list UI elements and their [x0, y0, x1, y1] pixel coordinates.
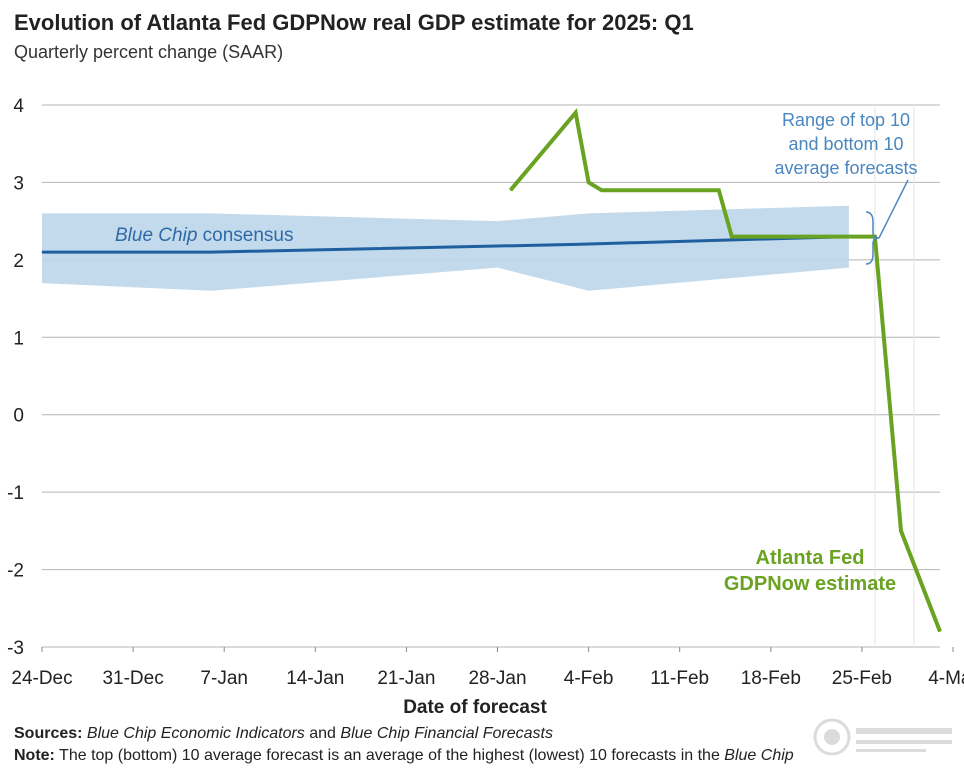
sources-and: and [304, 725, 341, 742]
y-tick-label: 0 [13, 406, 24, 427]
sources-line: Sources: Blue Chip Economic Indicators a… [14, 723, 794, 745]
sources-title-2: Blue Chip Financial Forecasts [340, 725, 553, 742]
data-point [588, 181, 590, 183]
y-tick-label: -1 [7, 483, 24, 504]
note-label: Note: [14, 747, 55, 764]
sources-label: Sources: [14, 725, 83, 742]
data-point [575, 243, 577, 245]
data-point [900, 530, 902, 532]
sources-title-1: Blue Chip Economic Indicators [86, 725, 305, 742]
x-tick-label: 21-Jan [377, 668, 435, 689]
note-line: Note: The top (bottom) 10 average foreca… [14, 745, 794, 767]
consensus-series-label: Blue Chip consensus [115, 225, 294, 246]
x-tick-label: 31-Dec [102, 668, 163, 689]
data-point [601, 189, 603, 191]
data-point [575, 112, 577, 114]
band-label-line-2: and bottom 10 [788, 134, 903, 154]
y-tick-label: 3 [13, 173, 24, 194]
band-label-line-3: average forecasts [774, 158, 917, 178]
data-point [210, 251, 212, 253]
gdpnow-chart: Evolution of Atlanta Fed GDPNow real GDP… [7, 10, 964, 718]
gdpnow-label-line-2: GDPNow estimate [724, 573, 896, 595]
x-tick-label: 18-Feb [741, 668, 801, 689]
watermark-logo [813, 718, 952, 756]
gdpnow-estimate-line [508, 108, 942, 633]
note-italic: Blue Chip [724, 747, 794, 764]
x-tick-label: 28-Jan [468, 668, 526, 689]
x-tick-label: 14-Jan [286, 668, 344, 689]
data-point [41, 251, 43, 253]
chart-title: Evolution of Atlanta Fed GDPNow real GDP… [14, 10, 694, 35]
series-layer [41, 108, 942, 633]
data-point [939, 631, 941, 632]
axis-layer: 4 3 2 1 0 -1 -2 -3 24-Dec 31-Dec 7-Jan 14-Jan 21-Jan… [7, 96, 964, 689]
band-label-line-1: Range of top 10 [782, 110, 910, 130]
y-tick-label: -2 [7, 561, 24, 582]
x-tick-label: 7-Jan [200, 668, 248, 689]
annotation-layer: Blue Chip consensus Range of top 10 and … [115, 110, 918, 595]
x-tick-label: 11-Feb [650, 668, 709, 689]
consensus-label-italic: Blue Chip [115, 225, 197, 246]
data-point [731, 236, 733, 238]
y-tick-label: 2 [13, 251, 24, 272]
consensus-label-rest: consensus [197, 225, 293, 246]
y-tick-label: 4 [13, 96, 24, 117]
chart-footer: Sources: Blue Chip Economic Indicators a… [14, 723, 794, 767]
blue-chip-consensus-line [42, 235, 849, 254]
x-tick-label: 25-Feb [832, 668, 892, 689]
band-label-leader-line [878, 179, 909, 239]
y-tick-label: 1 [13, 328, 24, 349]
gdpnow-label-line-1: Atlanta Fed [756, 547, 865, 569]
y-tick-label: -3 [7, 638, 24, 659]
x-tick-label: 4-Feb [564, 668, 614, 689]
x-axis-title: Date of forecast [403, 697, 547, 718]
x-tick-label: 24-Dec [11, 668, 72, 689]
data-point [718, 189, 720, 191]
chart-subtitle: Quarterly percent change (SAAR) [14, 42, 283, 62]
note-text: The top (bottom) 10 average forecast is … [54, 747, 725, 764]
data-point [510, 189, 511, 191]
x-tick-label: 4-Mar [928, 668, 964, 689]
